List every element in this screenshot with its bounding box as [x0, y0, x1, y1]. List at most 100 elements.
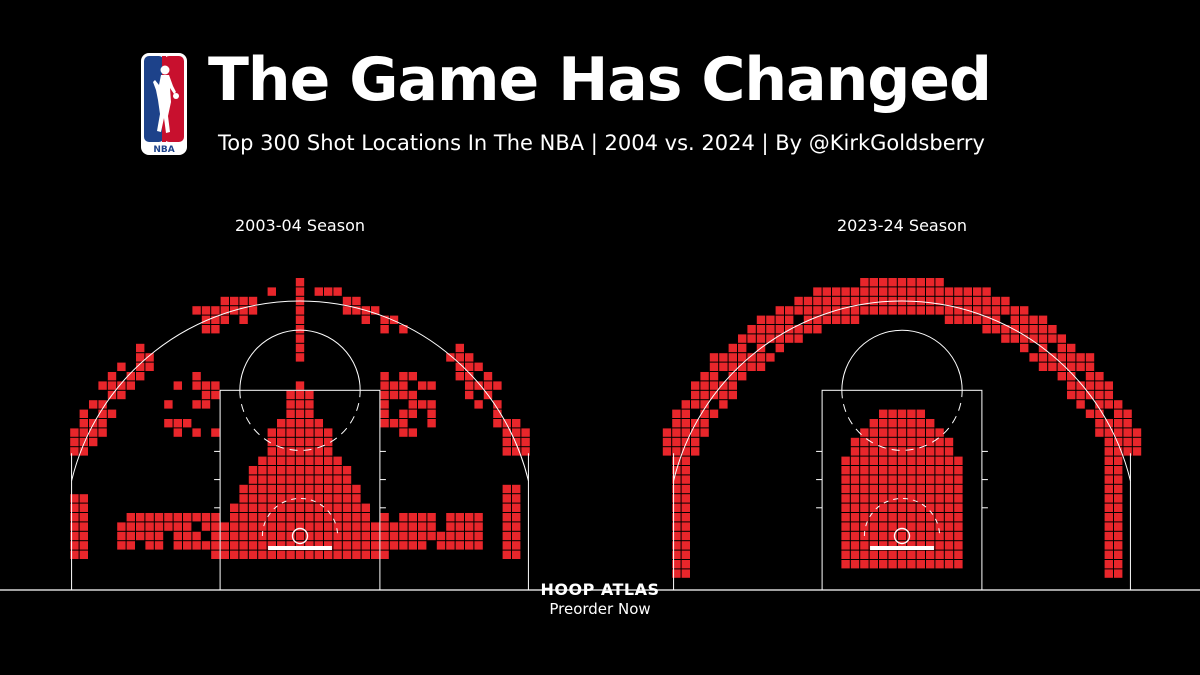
shot-cell — [211, 381, 220, 390]
shot-cell — [211, 306, 220, 315]
shot-cell — [427, 531, 436, 541]
shot-cell — [954, 484, 963, 494]
shot-cell — [295, 334, 305, 343]
shot-cell — [879, 513, 888, 522]
shot-cell — [1076, 381, 1085, 390]
shot-cell — [944, 296, 954, 306]
shot-cell — [436, 531, 446, 541]
shot-cell — [89, 428, 98, 437]
shot-cell — [98, 428, 107, 437]
shot-cell — [512, 484, 521, 494]
shot-cell — [954, 475, 963, 484]
shot-cell — [408, 372, 417, 381]
shot-cell — [79, 447, 88, 456]
shot-cell — [841, 494, 850, 503]
shot-cell — [954, 466, 963, 475]
shot-cell — [850, 560, 860, 569]
shot-cell — [70, 437, 79, 447]
shot-cell — [1067, 362, 1076, 371]
shot-cell — [342, 306, 352, 315]
shot-cell — [201, 306, 211, 315]
shot-cell — [888, 428, 897, 437]
shot-cell — [879, 494, 888, 503]
shot-cell — [324, 437, 333, 447]
shot-cell — [803, 325, 813, 334]
shot-cell — [681, 550, 690, 559]
shot-cell — [860, 513, 869, 522]
hoop-atlas-brand[interactable]: HOOP ATLAS — [540, 580, 660, 599]
shot-cell — [935, 306, 944, 315]
shot-cell — [408, 428, 417, 437]
panel-title-2004: 2003-04 Season — [235, 216, 365, 235]
shot-cell — [361, 315, 370, 324]
preorder-link[interactable]: Preorder Now — [549, 600, 651, 618]
shot-cell — [850, 522, 860, 531]
shot-cell — [295, 437, 305, 447]
shot-cell — [324, 531, 333, 541]
shot-cell — [1085, 353, 1095, 362]
shot-cell — [944, 513, 954, 522]
shot-cell — [277, 503, 286, 512]
shot-cell — [324, 513, 333, 522]
shot-cell — [305, 494, 314, 503]
shot-cell — [117, 531, 126, 541]
shot-cell — [89, 400, 98, 409]
shot-cell — [860, 296, 869, 306]
shot-cell — [926, 503, 935, 512]
shot-cell — [1114, 484, 1123, 494]
shot-cell — [98, 409, 107, 418]
shot-cell — [916, 306, 925, 315]
shot-cell — [916, 287, 925, 296]
shot-cell — [1123, 437, 1132, 447]
shot-cell — [474, 522, 483, 531]
shot-cell — [107, 409, 117, 418]
shot-cell — [672, 550, 681, 559]
shot-cell — [1038, 353, 1048, 362]
shot-cell — [352, 494, 361, 503]
shot-cell — [672, 503, 681, 512]
shot-cell — [813, 287, 822, 296]
shot-cell — [935, 522, 944, 531]
shot-cell — [662, 447, 672, 456]
shot-cell — [869, 278, 878, 287]
shot-cell — [211, 325, 220, 334]
shot-cell — [98, 400, 107, 409]
shot-cell — [192, 400, 201, 409]
shot-cell — [935, 428, 944, 437]
shot-cell — [389, 541, 399, 550]
shot-cell — [954, 315, 963, 324]
shot-cell — [380, 541, 389, 550]
shot-cell — [314, 437, 323, 447]
shot-cell — [681, 456, 690, 465]
shot-cell — [879, 503, 888, 512]
shot-cell — [314, 494, 323, 503]
shot-cell — [239, 494, 248, 503]
shot-cell — [850, 503, 860, 512]
shot-cell — [1010, 315, 1019, 324]
shot-cell — [314, 522, 323, 531]
shot-cell — [860, 475, 869, 484]
shot-cell — [1020, 325, 1029, 334]
shot-cell — [681, 494, 690, 503]
shot-cell — [333, 475, 342, 484]
shot-cell — [474, 381, 483, 390]
shot-cell — [1067, 381, 1076, 390]
shot-cell — [841, 484, 850, 494]
shot-cell — [333, 503, 342, 512]
shot-cell — [879, 531, 888, 541]
shot-cell — [803, 296, 813, 306]
shot-cell — [248, 306, 258, 315]
shot-cell — [681, 475, 690, 484]
shot-cell — [295, 550, 305, 559]
three-point-arc — [71, 300, 529, 481]
shot-cell — [230, 513, 239, 522]
shot-cell — [333, 541, 342, 550]
shot-cell — [916, 409, 925, 418]
shot-cell — [1095, 372, 1104, 381]
shot-cell — [305, 513, 314, 522]
shot-cell — [954, 306, 963, 315]
shot-cell — [427, 522, 436, 531]
shot-cell — [935, 475, 944, 484]
shot-cell — [502, 531, 511, 541]
shot-cell — [1104, 381, 1113, 390]
